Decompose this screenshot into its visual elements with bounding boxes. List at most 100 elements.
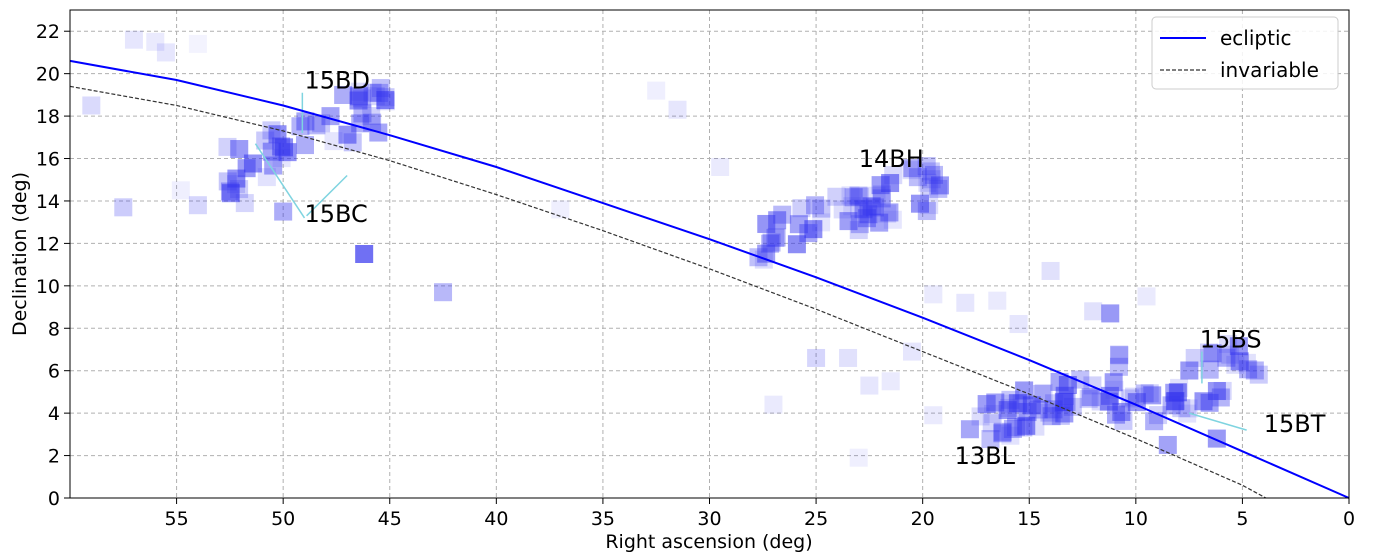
field-square xyxy=(256,131,275,150)
field-square xyxy=(1200,360,1219,379)
field-square xyxy=(956,293,975,312)
field-square xyxy=(843,197,862,216)
field-square xyxy=(850,215,869,234)
legend-box xyxy=(1151,16,1339,90)
field-square xyxy=(860,376,879,395)
field-square xyxy=(1003,419,1022,438)
field-square xyxy=(355,245,374,263)
field-square xyxy=(1091,392,1110,411)
field-square xyxy=(1203,344,1222,363)
field-square xyxy=(1110,346,1129,365)
field-square xyxy=(792,199,811,218)
field-square xyxy=(1083,376,1102,395)
field-square xyxy=(902,161,921,180)
x-tick-label: 5 xyxy=(1236,508,1248,530)
field-square xyxy=(1109,357,1128,376)
field-square xyxy=(227,169,246,188)
field-square xyxy=(993,422,1012,441)
field-square xyxy=(883,210,902,229)
field-square xyxy=(1051,406,1070,425)
field-square xyxy=(156,43,175,62)
x-tick-label: 55 xyxy=(164,508,188,530)
field-square xyxy=(1107,405,1126,424)
field-square xyxy=(291,117,310,136)
field-square xyxy=(1042,407,1061,426)
field-square xyxy=(827,187,846,206)
field-square xyxy=(1249,365,1268,384)
annotations: 15BD 15BC 14BH 13BL 15BS 15BT xyxy=(304,67,1325,471)
field-square xyxy=(910,194,929,213)
field-square xyxy=(1137,287,1156,306)
field-square xyxy=(1112,402,1131,421)
field-square xyxy=(366,87,385,106)
object-track xyxy=(254,143,306,219)
object-label: 15BT xyxy=(1264,410,1326,438)
ecliptic-line xyxy=(69,59,1350,499)
field-square xyxy=(881,372,900,391)
field-square xyxy=(362,107,381,126)
object-label: 15BS xyxy=(1200,325,1262,353)
y-tick-label: 16 xyxy=(36,149,60,171)
field-square xyxy=(924,406,943,425)
field-square xyxy=(275,138,294,157)
field-square xyxy=(960,420,979,439)
field-square xyxy=(1017,416,1036,435)
field-square xyxy=(757,214,776,233)
field-square xyxy=(171,181,190,200)
field-square xyxy=(1007,402,1026,421)
field-square xyxy=(1081,388,1100,407)
field-square xyxy=(773,205,792,224)
x-tick-label: 50 xyxy=(271,508,295,530)
field-square xyxy=(350,82,369,101)
field-square xyxy=(235,194,254,213)
field-square xyxy=(1239,360,1258,379)
field-square xyxy=(982,414,1001,433)
field-square xyxy=(434,283,453,302)
field-square xyxy=(1207,382,1226,401)
field-square xyxy=(833,200,852,219)
field-square xyxy=(1199,343,1218,362)
field-square xyxy=(977,395,996,414)
field-square xyxy=(1041,261,1060,280)
legend-ecliptic-label: ecliptic xyxy=(1220,26,1292,50)
field-square xyxy=(984,404,1003,423)
field-square xyxy=(878,204,897,223)
field-square xyxy=(1079,390,1098,409)
field-square xyxy=(1158,435,1177,454)
y-tick-label: 18 xyxy=(36,106,60,128)
object-track xyxy=(1188,412,1247,431)
field-square xyxy=(1007,418,1026,437)
field-square xyxy=(262,121,281,140)
field-square xyxy=(82,96,101,115)
field-square xyxy=(761,234,780,253)
field-square xyxy=(188,196,207,215)
field-square xyxy=(668,100,687,119)
legend: ecliptic invariable xyxy=(1151,16,1339,90)
field-square xyxy=(849,448,868,467)
field-square xyxy=(1178,404,1197,423)
y-axis: 0 2 4 6 8 10 12 14 16 18 20 22 xyxy=(36,21,70,510)
field-square xyxy=(870,213,889,232)
field-square xyxy=(871,176,890,195)
field-square xyxy=(1009,315,1028,334)
field-square xyxy=(1018,403,1037,422)
field-square xyxy=(1110,345,1129,364)
object-label: 15BC xyxy=(304,200,367,228)
field-square xyxy=(807,348,826,367)
field-square xyxy=(929,179,948,198)
field-square xyxy=(1230,352,1249,371)
field-square xyxy=(884,166,903,185)
field-square xyxy=(551,200,570,219)
field-square xyxy=(312,114,331,133)
field-square xyxy=(1207,429,1226,448)
field-square xyxy=(1014,418,1033,437)
field-square xyxy=(349,91,368,110)
x-tick-label: 40 xyxy=(484,508,508,530)
field-square xyxy=(124,30,143,49)
field-square xyxy=(307,116,326,135)
field-square xyxy=(257,168,276,187)
x-axis-label: Right ascension (deg) xyxy=(605,531,812,553)
field-square xyxy=(296,112,315,131)
field-square xyxy=(1015,381,1034,400)
